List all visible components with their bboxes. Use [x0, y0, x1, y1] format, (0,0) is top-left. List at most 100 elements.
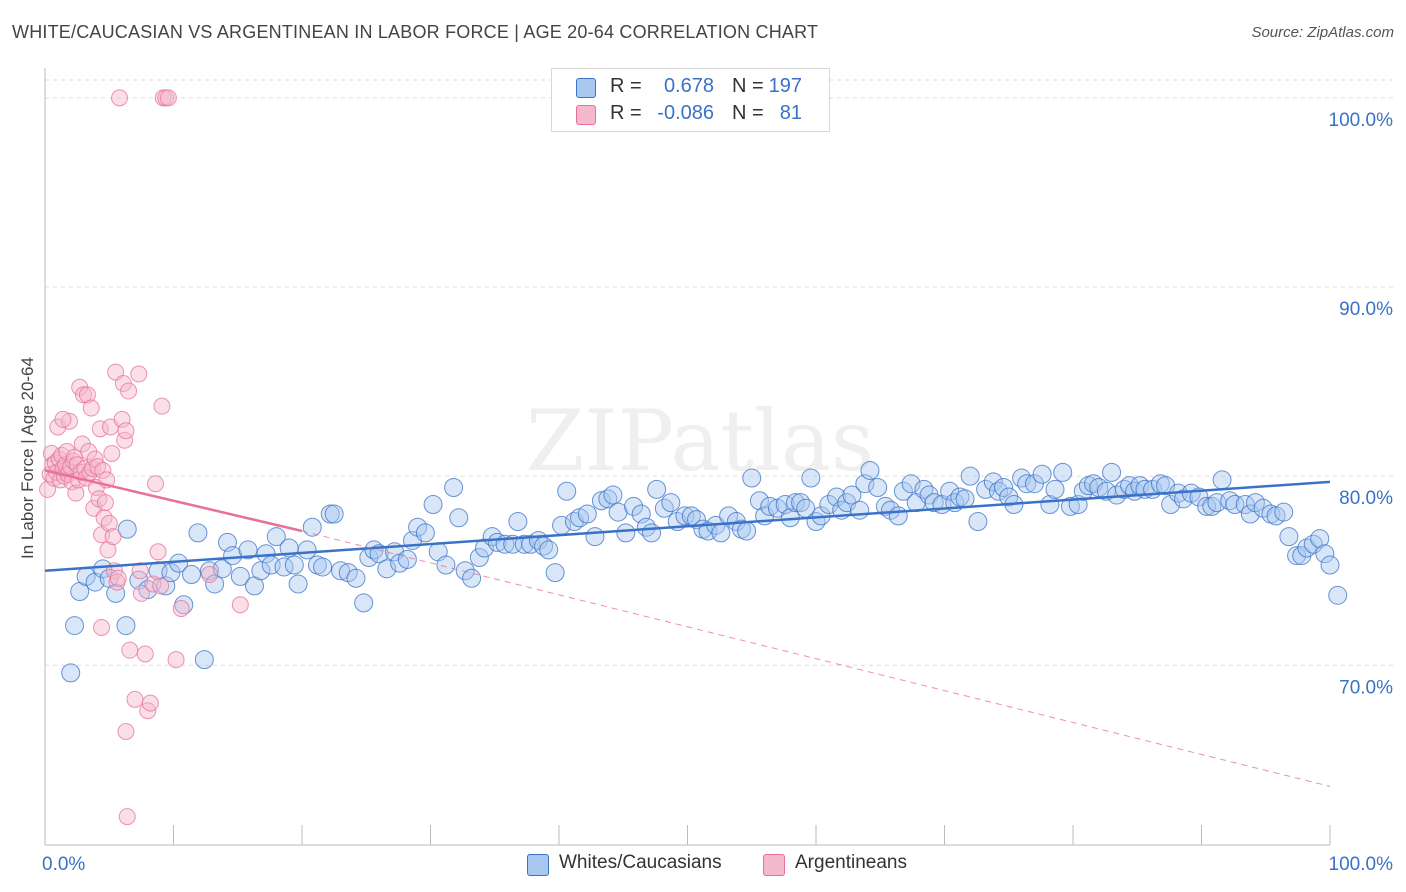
point-whites [924, 493, 944, 513]
point-whites [585, 527, 605, 547]
n-label: N = [732, 75, 764, 97]
stats-row-whites: R = 0.678 N = 197 [552, 73, 829, 101]
watermark: ZIPatlas [526, 392, 874, 490]
point-whites [1161, 495, 1181, 515]
point-whites [801, 468, 821, 488]
chart-source: Source: ZipAtlas.com [1251, 24, 1394, 41]
r-label: R = [610, 75, 642, 97]
point-whites [960, 466, 980, 486]
point-argentineans [117, 723, 135, 741]
point-whites [117, 519, 137, 539]
point-whites [331, 561, 351, 581]
point-argentineans [167, 651, 185, 669]
point-whites [642, 523, 662, 543]
point-whites [1279, 527, 1299, 547]
point-whites [940, 481, 960, 501]
point-whites [1060, 496, 1080, 516]
point-argentineans [91, 420, 109, 438]
point-argentineans [120, 382, 138, 400]
point-argentineans [147, 475, 165, 493]
point-whites [266, 527, 286, 547]
point-argentineans [117, 422, 135, 440]
point-whites [719, 506, 739, 526]
point-whites [302, 517, 322, 537]
point-whites [893, 481, 913, 501]
argentineans-legend-label: Argentineans [795, 852, 907, 873]
point-whites [1102, 462, 1122, 482]
point-whites [983, 472, 1003, 492]
point-whites [1032, 464, 1052, 484]
point-whites [1274, 502, 1294, 522]
point-whites [742, 468, 762, 488]
point-argentineans [141, 694, 159, 712]
whites-legend-swatch [527, 854, 549, 876]
point-whites [487, 532, 507, 552]
x-tick-labels: 0.0% 100.0% [42, 854, 1393, 875]
point-whites [901, 474, 921, 494]
point-argentineans [96, 494, 114, 512]
point-whites [444, 477, 464, 497]
trend-line-argentineans-extension [301, 530, 1331, 787]
point-whites [397, 549, 417, 569]
point-whites [449, 508, 469, 528]
point-argentineans [99, 541, 117, 559]
point-argentineans [104, 528, 122, 546]
series-argentineans-points [39, 89, 249, 826]
point-whites [647, 479, 667, 499]
trend-line-argentineans [44, 469, 303, 533]
r-value: -0.086 [657, 102, 714, 124]
point-whites [408, 517, 428, 537]
point-whites [1310, 529, 1330, 549]
stats-legend: R = 0.678 N = 197 R = -0.086 N = 81 [551, 68, 830, 132]
point-whites [188, 523, 208, 543]
point-whites [539, 540, 559, 560]
point-whites [1174, 489, 1194, 509]
n-value: 81 [779, 102, 802, 124]
point-whites [338, 563, 358, 583]
point-whites [955, 489, 975, 509]
point-whites [868, 477, 888, 497]
point-whites [888, 506, 908, 526]
point-whites [1012, 468, 1032, 488]
point-whites [661, 493, 681, 513]
point-argentineans [82, 399, 100, 417]
point-whites [455, 561, 475, 581]
point-whites [791, 493, 811, 513]
point-whites [514, 534, 534, 554]
point-whites [545, 563, 565, 583]
point-whites [284, 555, 304, 575]
point-whites [230, 566, 250, 586]
point-argentineans [231, 596, 249, 614]
point-whites [377, 559, 397, 579]
point-whites [1053, 462, 1073, 482]
y-tick-label: 80.0% [1339, 488, 1393, 509]
point-whites [850, 500, 870, 520]
point-argentineans [172, 600, 190, 618]
stats-row-argentineans: R = -0.086 N = 81 [552, 100, 829, 128]
point-whites [988, 481, 1008, 501]
point-whites [364, 540, 384, 560]
point-whites [636, 517, 656, 537]
point-whites [557, 481, 577, 501]
point-whites [860, 460, 880, 480]
point-whites [1220, 491, 1240, 511]
y-axis-label: In Labor Force | Age 20-64 [18, 357, 37, 559]
point-argentineans [149, 543, 167, 561]
point-whites [251, 561, 271, 581]
point-whites [65, 616, 85, 636]
point-whites [1287, 546, 1307, 566]
point-whites [1245, 493, 1265, 513]
point-whites [1225, 495, 1245, 515]
point-argentineans [60, 412, 78, 430]
point-whites [346, 568, 366, 588]
point-whites [324, 504, 344, 524]
point-whites [1202, 496, 1222, 516]
point-argentineans [132, 584, 150, 602]
point-whites [760, 496, 780, 516]
r-label: R = [610, 102, 642, 124]
argentineans-legend-swatch [763, 854, 785, 876]
point-argentineans [159, 89, 177, 107]
point-argentineans [153, 397, 171, 415]
point-whites [436, 555, 456, 575]
point-whites [968, 512, 988, 532]
